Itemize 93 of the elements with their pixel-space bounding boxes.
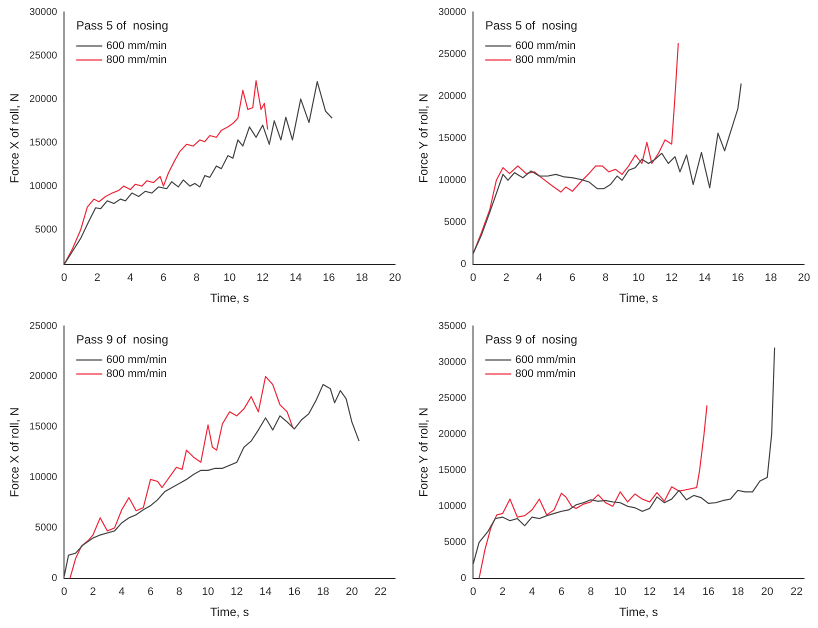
x-tick-label: 10 (202, 586, 214, 598)
x-tick-label: 8 (588, 586, 594, 598)
x-axis-title: Time, s (619, 291, 658, 306)
x-tick-label: 18 (732, 586, 744, 598)
y-tick-label: 30000 (29, 6, 58, 18)
legend-label: 800 mm/min (106, 368, 167, 380)
y-axis-title: Force Y of roll, N (416, 93, 431, 183)
y-tick-label: 5000 (34, 224, 58, 236)
x-tick-label: 0 (61, 586, 68, 598)
x-tick-label: 12 (666, 272, 678, 284)
x-tick-label: 12 (256, 272, 269, 284)
x-tick-label: 8 (176, 586, 182, 598)
legend-title: Pass 5 of nosing (485, 18, 578, 32)
x-tick-label: 18 (356, 272, 368, 284)
y-tick-label: 25000 (29, 320, 58, 332)
x-tick-label: 6 (569, 272, 576, 284)
x-tick-label: 22 (374, 586, 387, 598)
x-tick-label: 6 (160, 272, 167, 284)
y-tick-label: 25000 (29, 50, 58, 62)
x-tick-label: 0 (61, 272, 68, 284)
x-tick-label: 10 (632, 272, 645, 284)
x-tick-label: 4 (118, 586, 125, 598)
y-axis-title: Force X of roll, N (8, 407, 22, 498)
x-tick-label: 16 (322, 272, 335, 284)
legend-label: 800 mm/min (515, 368, 576, 380)
y-tick-label: 20000 (438, 428, 467, 440)
x-tick-label: 2 (500, 586, 506, 598)
x-tick-label: 12 (644, 586, 656, 598)
y-tick-label: 25000 (438, 392, 467, 404)
x-tick-label: 8 (193, 272, 200, 284)
y-tick-label: 20000 (29, 371, 58, 382)
x-tick-label: 0 (470, 586, 476, 598)
y-tick-label: 35000 (438, 320, 467, 332)
y-tick-label: 5000 (444, 537, 467, 548)
x-tick-label: 6 (558, 586, 564, 598)
x-tick-label: 18 (316, 586, 330, 598)
x-tick-label: 10 (223, 272, 236, 284)
y-tick-label: 20000 (29, 94, 58, 105)
y-tick-label: 25000 (438, 48, 467, 60)
y-tick-label: 30000 (438, 356, 467, 368)
legend-label: 600 mm/min (515, 354, 576, 366)
legend-label: 800 mm/min (106, 54, 167, 66)
legend-label: 600 mm/min (106, 354, 167, 366)
y-tick-label: 0 (460, 259, 467, 270)
y-tick-label: 15000 (438, 132, 467, 144)
y-tick-label: 15000 (438, 464, 467, 476)
y-tick-label: 10000 (29, 472, 58, 484)
x-axis-title: Time, s (619, 605, 658, 620)
legend-label: 600 mm/min (106, 40, 167, 52)
x-tick-label: 16 (702, 586, 715, 598)
y-tick-label: 10000 (438, 175, 467, 186)
y-tick-label: 10000 (29, 180, 58, 192)
y-tick-label: 0 (460, 573, 467, 584)
y-tick-label: 15000 (29, 137, 58, 148)
legend-label: 800 mm/min (515, 54, 576, 66)
x-tick-label: 4 (528, 586, 536, 598)
x-axis-title: Time, s (210, 605, 250, 620)
x-tick-label: 0 (470, 272, 476, 284)
x-tick-label: 4 (127, 272, 134, 284)
x-tick-label: 10 (614, 586, 626, 598)
y-tick-label: 5000 (444, 217, 467, 228)
legend-title: Pass 5 of nosing (76, 18, 168, 32)
x-tick-label: 14 (290, 272, 302, 284)
y-tick-label: 20000 (438, 90, 467, 102)
x-tick-label: 20 (798, 272, 810, 284)
x-tick-label: 12 (230, 586, 243, 598)
x-tick-label: 16 (732, 272, 744, 284)
x-tick-label: 20 (346, 586, 358, 598)
legend-title: Pass 9 of nosing (76, 332, 168, 346)
y-tick-label: 0 (52, 573, 58, 584)
y-axis-title: Force X of roll, N (8, 93, 22, 184)
x-tick-label: 14 (672, 586, 686, 598)
legend-title: Pass 9 of nosing (485, 332, 578, 346)
x-tick-label: 22 (790, 586, 803, 598)
y-tick-label: 15000 (29, 422, 58, 433)
x-tick-label: 20 (388, 272, 402, 284)
y-tick-label: 30000 (438, 6, 467, 18)
x-tick-label: 2 (503, 272, 510, 284)
x-tick-label: 14 (698, 272, 711, 284)
legend-label: 600 mm/min (515, 40, 576, 52)
x-tick-label: 2 (94, 272, 100, 284)
y-tick-label: 5000 (34, 522, 58, 534)
x-tick-label: 18 (764, 272, 778, 284)
y-tick-label: 10000 (438, 501, 467, 512)
x-tick-label: 14 (259, 586, 272, 598)
y-axis-title: Force Y of roll, N (416, 407, 431, 497)
x-tick-label: 2 (90, 586, 96, 598)
x-tick-label: 6 (147, 586, 154, 598)
x-axis-title: Time, s (210, 291, 250, 306)
x-tick-label: 8 (602, 272, 609, 284)
x-tick-label: 16 (288, 586, 300, 598)
x-tick-label: 4 (536, 272, 542, 284)
x-tick-label: 20 (761, 586, 774, 598)
